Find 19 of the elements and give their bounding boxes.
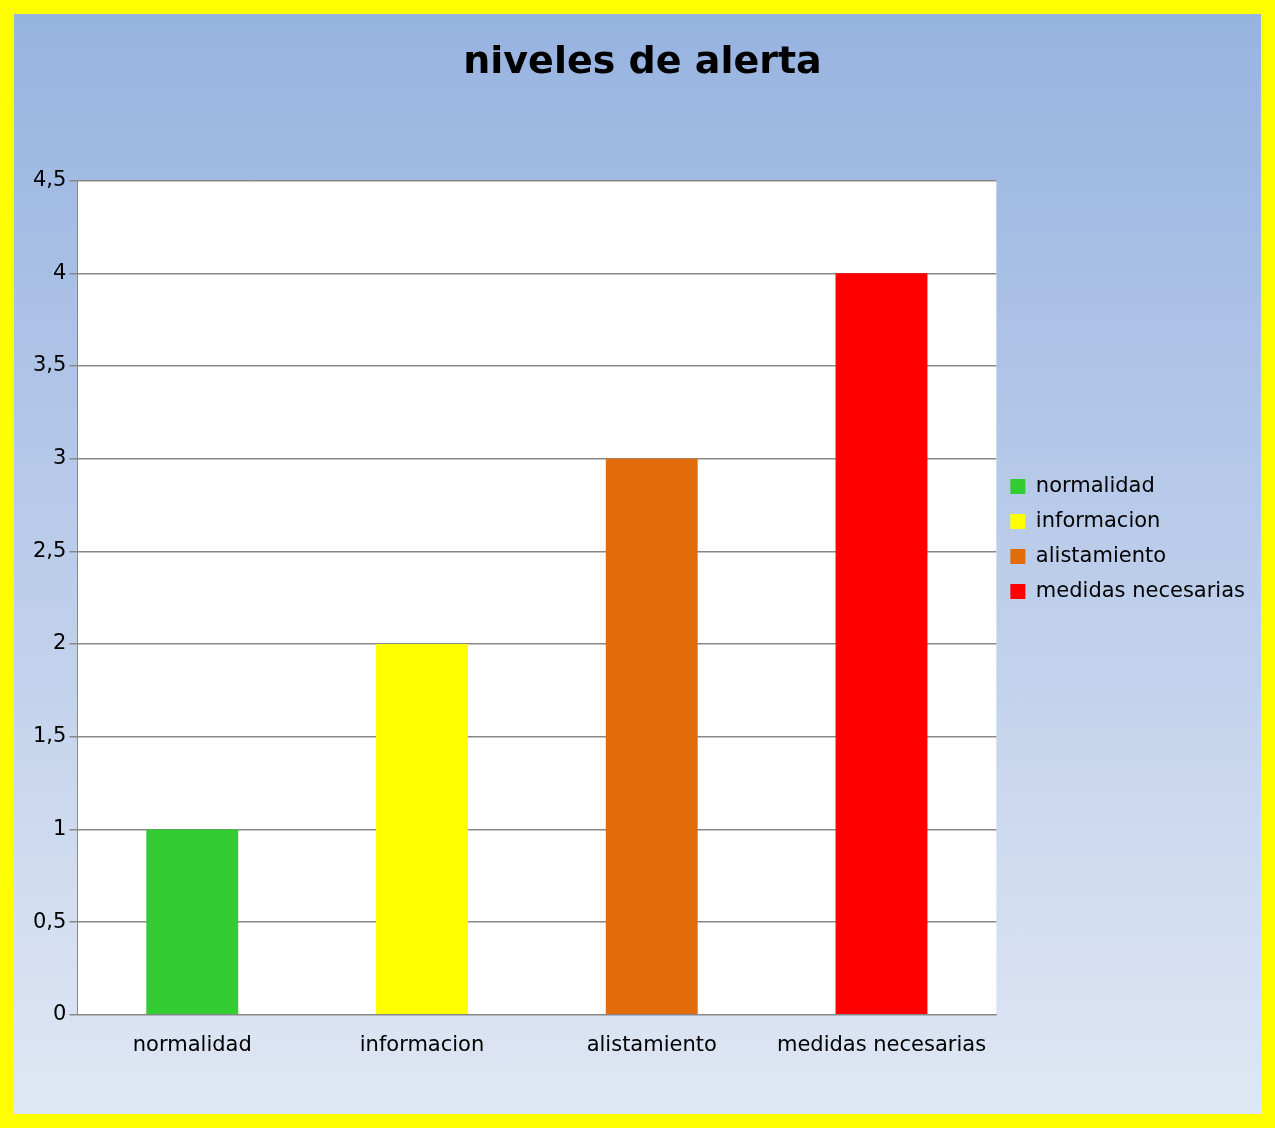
y-tick-label: 0 [53,1001,67,1026]
y-tick-label: 2 [53,630,67,655]
y-tick-label: 1 [53,815,67,840]
y-tick-label: 3,5 [32,352,67,377]
x-tick-label: alistamiento [586,1031,717,1056]
y-tick-label: 2,5 [32,537,67,562]
chart-title: niveles de alerta [463,37,822,82]
y-tick-label: 4 [53,259,67,284]
x-tick-label: medidas necesarias [776,1031,987,1056]
y-tick-label: 4,5 [32,167,67,192]
y-tick-label: 3 [53,445,67,470]
legend-label: informacion [1035,507,1161,532]
legend-label: alistamiento [1035,542,1167,567]
legend-label: medidas necesarias [1035,577,1245,602]
y-tick-label: 0,5 [32,908,67,933]
y-tick-label: 1,5 [32,723,67,748]
x-tick-label: informacion [359,1031,485,1056]
x-tick-label: normalidad [132,1031,252,1056]
legend-label: normalidad [1035,472,1155,497]
